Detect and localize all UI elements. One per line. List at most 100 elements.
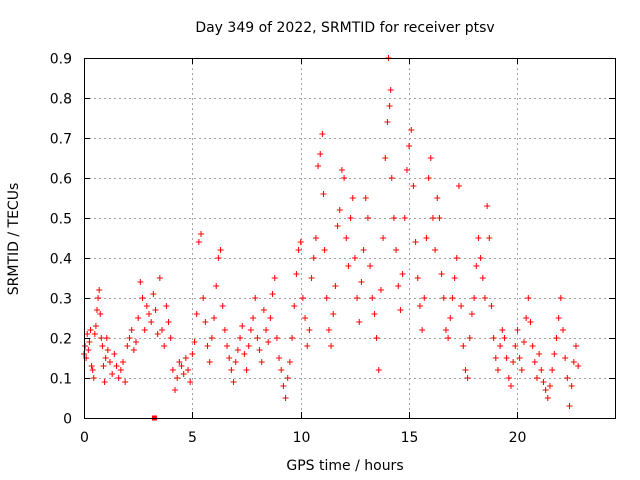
data-point (243, 367, 250, 373)
data-point (150, 291, 157, 297)
data-point (113, 363, 120, 369)
data-point (387, 87, 394, 93)
data-point (213, 283, 220, 289)
data-point (88, 363, 95, 369)
data-point (128, 327, 135, 333)
data-point (122, 379, 129, 385)
data-point (512, 343, 519, 349)
data-point (215, 255, 222, 261)
data-point (82, 343, 89, 349)
y-tick-label: 0.5 (50, 212, 72, 228)
grid-lines (84, 58, 615, 418)
data-point (494, 367, 501, 373)
y-axis-label: SRMTID / TECUs (6, 183, 22, 296)
data-point (455, 183, 462, 189)
data-point (362, 195, 369, 201)
data-point (87, 327, 94, 333)
data-point (419, 327, 426, 333)
data-point (111, 351, 118, 357)
data-point (172, 387, 179, 393)
data-point (458, 303, 465, 309)
y-tick-label: 0.7 (50, 132, 72, 148)
data-point (334, 223, 341, 229)
data-point (447, 315, 454, 321)
data-point (572, 343, 579, 349)
data-point (308, 275, 315, 281)
data-point (516, 355, 523, 361)
data-point (445, 335, 452, 341)
data-point (451, 275, 458, 281)
data-point (319, 131, 326, 137)
data-point (176, 359, 183, 365)
data-point (499, 327, 506, 333)
data-point (90, 375, 97, 381)
data-point (182, 355, 189, 361)
data-point (84, 331, 91, 337)
data-point (546, 383, 553, 389)
data-point (232, 359, 239, 365)
data-point (566, 403, 573, 409)
data-point (139, 295, 146, 301)
data-point (141, 327, 148, 333)
data-point (330, 311, 337, 317)
data-point (412, 239, 419, 245)
data-point (390, 215, 397, 221)
data-point (102, 355, 109, 361)
data-point (568, 383, 575, 389)
data-point (241, 351, 248, 357)
data-point (410, 183, 417, 189)
data-point (475, 235, 482, 241)
data-point (349, 195, 356, 201)
data-point (304, 343, 311, 349)
data-point (126, 335, 133, 341)
data-point (320, 191, 327, 197)
data-point (432, 247, 439, 253)
data-point (360, 247, 367, 253)
data-point (449, 295, 456, 301)
data-point (282, 395, 289, 401)
data-point (425, 175, 432, 181)
data-point (299, 295, 306, 301)
data-point (555, 315, 562, 321)
data-point (245, 343, 252, 349)
data-point (101, 379, 108, 385)
data-point (297, 239, 304, 245)
data-point (321, 247, 328, 253)
x-axis-label: GPS time / hours (286, 458, 403, 474)
data-point (466, 335, 473, 341)
data-point (434, 195, 441, 201)
data-point (92, 323, 99, 329)
data-point (115, 375, 122, 381)
data-point (358, 279, 365, 285)
data-point (442, 327, 449, 333)
data-point (260, 307, 267, 313)
data-point (254, 335, 261, 341)
data-point (462, 367, 469, 373)
data-point (94, 307, 101, 313)
data-point (501, 335, 508, 341)
data-point (384, 119, 391, 125)
data-point (191, 339, 198, 345)
y-tick-label: 0.9 (50, 52, 72, 68)
data-point (96, 287, 103, 293)
data-points (81, 55, 582, 409)
data-point (156, 275, 163, 281)
data-point (310, 255, 317, 261)
data-point (351, 255, 358, 261)
data-point (371, 311, 378, 317)
data-point (165, 319, 172, 325)
y-tick-label: 0.1 (50, 372, 72, 388)
data-point (536, 351, 543, 357)
data-point (468, 311, 475, 317)
data-point (306, 327, 313, 333)
data-point (195, 239, 202, 245)
data-point (323, 295, 330, 301)
data-point (557, 295, 564, 301)
data-point (527, 319, 534, 325)
data-point (178, 363, 185, 369)
data-point (397, 307, 404, 313)
y-tick-label: 0.2 (50, 332, 72, 348)
data-point (356, 319, 363, 325)
data-point (133, 339, 140, 345)
data-point (200, 295, 207, 301)
